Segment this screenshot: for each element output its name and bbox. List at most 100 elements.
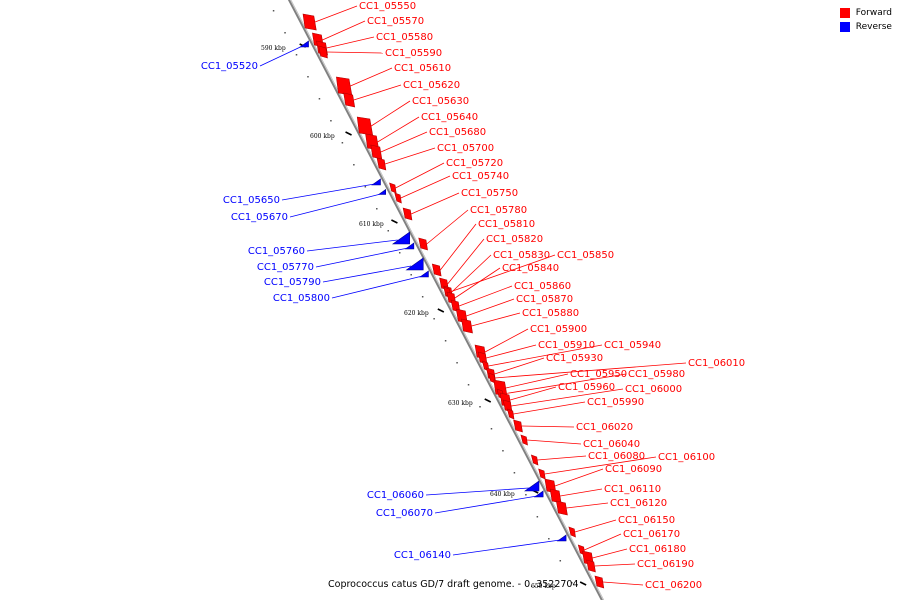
gene-label: CC1_06170 bbox=[623, 529, 680, 540]
gene-leader-line bbox=[322, 265, 412, 283]
gene-label: CC1_05760 bbox=[248, 246, 305, 257]
gene-leader-line bbox=[395, 162, 445, 189]
forward-gene-feature bbox=[586, 559, 596, 573]
axis-tick-mark bbox=[437, 308, 445, 313]
gene-leader-line bbox=[281, 183, 375, 201]
gene-leader-line bbox=[331, 275, 423, 299]
gene-leader-line bbox=[449, 254, 556, 293]
gene-leader-line bbox=[602, 581, 644, 586]
gene-label: CC1_05780 bbox=[470, 205, 527, 216]
axis-minor-tick bbox=[318, 98, 321, 100]
gene-label: CC1_06040 bbox=[583, 439, 640, 450]
gene-label: CC1_06020 bbox=[576, 422, 633, 433]
axis-minor-tick bbox=[559, 560, 562, 562]
gene-leader-line bbox=[259, 45, 303, 67]
legend-reverse: Reverse bbox=[839, 22, 892, 32]
axis-minor-tick bbox=[536, 516, 539, 518]
axis-minor-tick bbox=[376, 208, 378, 210]
gene-label: CC1_06110 bbox=[604, 484, 661, 495]
gene-label: CC1_05630 bbox=[412, 96, 469, 107]
gene-label: CC1_05960 bbox=[558, 382, 615, 393]
gene-label: CC1_05810 bbox=[478, 219, 535, 230]
reverse-gene-feature bbox=[533, 490, 544, 498]
forward-gene-feature bbox=[402, 207, 413, 221]
forward-gene-feature bbox=[431, 263, 442, 277]
axis-tick-mark bbox=[345, 131, 352, 136]
gene-label: CC1_06200 bbox=[645, 580, 702, 591]
gene-leader-line bbox=[371, 100, 411, 127]
forward-gene-feature bbox=[302, 13, 317, 31]
reverse-gene-feature bbox=[419, 270, 429, 278]
gene-label: CC1_05950 bbox=[570, 369, 627, 380]
forward-gene-feature bbox=[394, 192, 402, 204]
gene-label: CC1_05850 bbox=[557, 250, 614, 261]
gene-leader-line bbox=[377, 116, 420, 143]
gene-label: CC1_05770 bbox=[257, 262, 314, 273]
gene-leader-line bbox=[380, 131, 428, 153]
forward-gene-feature bbox=[506, 408, 515, 420]
gene-label: CC1_05930 bbox=[546, 353, 603, 364]
gene-label: CC1_05680 bbox=[429, 127, 486, 138]
gene-label: CC1_05720 bbox=[446, 158, 503, 169]
axis-minor-tick bbox=[490, 428, 493, 430]
axis-tick-mark bbox=[484, 398, 492, 403]
genome-caption: Coprococcus catus GD/7 draft genome. - 0… bbox=[328, 579, 579, 590]
reverse-gene-feature bbox=[524, 480, 540, 492]
axis-minor-tick bbox=[467, 384, 470, 386]
gene-leader-line bbox=[574, 519, 617, 533]
axis-minor-tick bbox=[410, 274, 412, 276]
gene-label: CC1_05840 bbox=[502, 263, 559, 274]
gene-leader-line bbox=[560, 488, 603, 497]
gene-leader-line bbox=[486, 344, 537, 359]
gene-leader-line bbox=[289, 193, 381, 218]
gene-leader-line bbox=[466, 298, 515, 317]
gene-leader-line bbox=[326, 51, 384, 54]
axis-minor-tick bbox=[387, 230, 390, 232]
gene-label: CC1_05790 bbox=[264, 277, 321, 288]
gene-label: CC1_05640 bbox=[421, 112, 478, 123]
gene-label: CC1_06150 bbox=[618, 515, 675, 526]
gene-label: CC1_05800 bbox=[273, 293, 330, 304]
reverse-gene-feature bbox=[405, 257, 424, 271]
forward-gene-feature bbox=[594, 575, 605, 589]
gene-label: CC1_05570 bbox=[367, 16, 424, 27]
gene-leader-line bbox=[513, 401, 586, 415]
axis-tick-label: 640 kbp bbox=[490, 491, 515, 498]
gene-leader-line bbox=[502, 373, 627, 395]
axis-minor-tick bbox=[364, 186, 367, 188]
gene-label: CC1_05650 bbox=[223, 195, 280, 206]
gene-label: CC1_05750 bbox=[461, 188, 518, 199]
gene-leader-line bbox=[509, 386, 557, 401]
gene-label: CC1_05580 bbox=[376, 32, 433, 43]
gene-label: CC1_05900 bbox=[530, 324, 587, 335]
legend-forward-label: Forward bbox=[855, 8, 892, 18]
gene-label: CC1_05990 bbox=[587, 397, 644, 408]
reverse-gene-feature bbox=[371, 178, 381, 186]
axis-tick-label: 650 kbp bbox=[531, 583, 556, 590]
gene-leader-line bbox=[425, 487, 529, 496]
axis-minor-tick bbox=[548, 538, 550, 540]
axis-minor-tick bbox=[571, 582, 573, 584]
reverse-gene-feature bbox=[299, 40, 309, 48]
gene-leader-line bbox=[384, 147, 436, 165]
gene-label: CC1_05550 bbox=[359, 1, 416, 12]
gene-leader-line bbox=[544, 456, 657, 475]
axis-minor-tick bbox=[456, 362, 458, 364]
axis-tick-label: 630 kbp bbox=[448, 400, 473, 407]
forward-gene-feature bbox=[343, 92, 356, 108]
gene-leader-line bbox=[488, 344, 603, 367]
axis-minor-tick bbox=[330, 120, 332, 122]
gene-label: CC1_05520 bbox=[201, 61, 258, 72]
gene-label: CC1_06060 bbox=[367, 490, 424, 501]
gene-leader-line bbox=[494, 362, 687, 379]
gene-label: CC1_05860 bbox=[514, 281, 571, 292]
gene-label: CC1_06120 bbox=[610, 498, 667, 509]
axis-minor-tick bbox=[295, 54, 298, 56]
gene-leader-line bbox=[440, 223, 477, 271]
gene-label: CC1_05740 bbox=[452, 171, 509, 182]
gene-label: CC1_05820 bbox=[486, 234, 543, 245]
gene-leader-line bbox=[322, 20, 366, 41]
gene-label: CC1_06190 bbox=[637, 559, 694, 570]
gene-label: CC1_06180 bbox=[629, 544, 686, 555]
